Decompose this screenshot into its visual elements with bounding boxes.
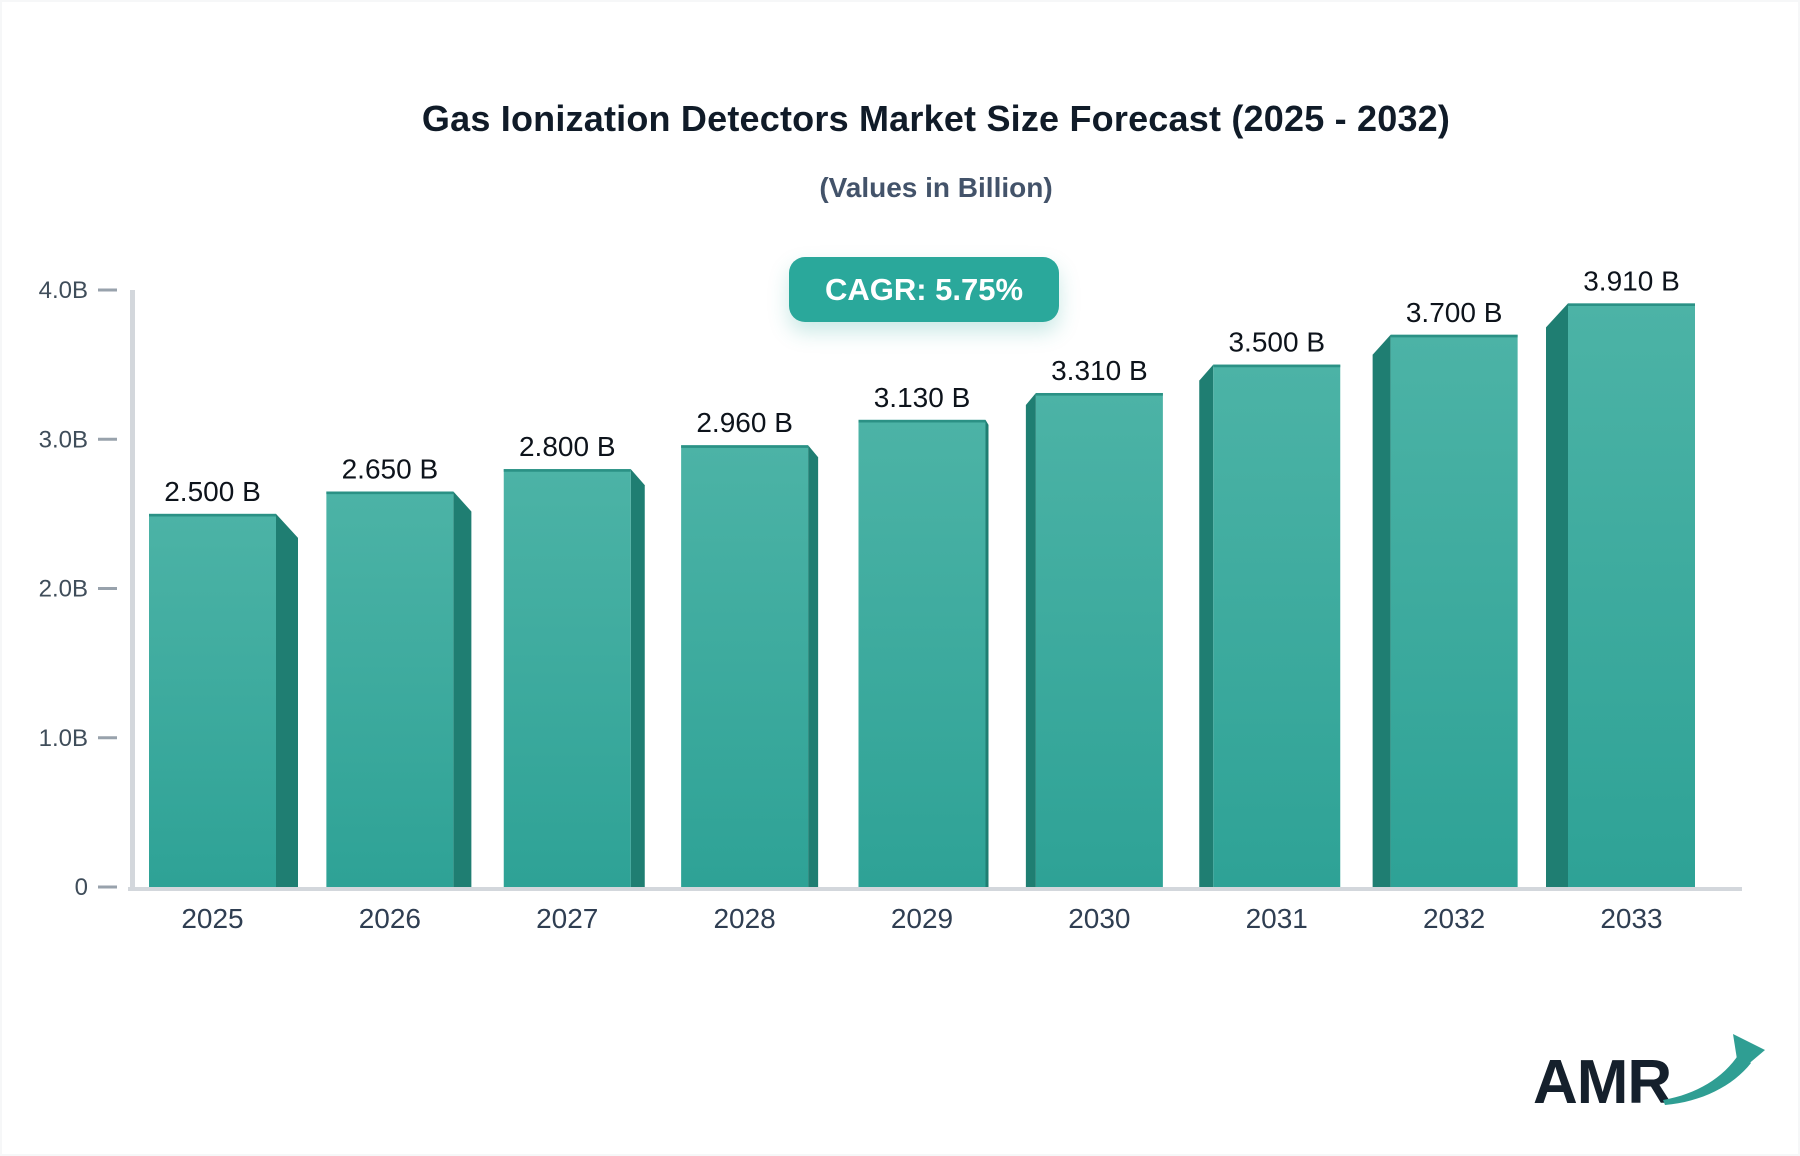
bar-2026-side xyxy=(453,491,472,887)
x-axis-label: 2032 xyxy=(1423,903,1485,934)
bar-2025 xyxy=(149,513,276,887)
bar-2030-side xyxy=(1025,392,1036,887)
y-axis-label: 1.0B xyxy=(39,725,88,752)
bar-value-label: 2.960 B xyxy=(696,407,793,438)
x-axis-label: 2028 xyxy=(713,903,775,934)
bar-2029-side xyxy=(985,419,989,887)
bar-2033 xyxy=(1568,303,1695,887)
bar-2031 xyxy=(1213,364,1341,887)
bar-2033-side xyxy=(1546,303,1568,887)
bar-2031-side xyxy=(1199,364,1214,887)
amr-logo: AMR xyxy=(1533,1030,1773,1114)
cagr-badge: CAGR: 5.75% xyxy=(789,257,1059,322)
x-axis-label: 2027 xyxy=(536,903,598,934)
x-axis-label: 2029 xyxy=(891,903,953,934)
bar-value-label: 3.910 B xyxy=(1583,265,1680,296)
bar-2028-side xyxy=(808,445,819,887)
bar-value-label: 3.700 B xyxy=(1406,297,1503,328)
x-axis-label: 2025 xyxy=(181,903,243,934)
chart-subtitle: (Values in Billion) xyxy=(819,172,1053,203)
y-axis-label: 2.0B xyxy=(39,576,88,603)
bar-2032 xyxy=(1390,334,1518,887)
logo-trend-arrow-icon xyxy=(1663,1034,1766,1105)
x-axis-label: 2031 xyxy=(1246,903,1308,934)
bar-2030 xyxy=(1035,392,1163,887)
bar-2029 xyxy=(858,419,986,887)
bar-value-label: 3.310 B xyxy=(1051,355,1148,386)
bar-2028 xyxy=(681,445,809,887)
bar-2027-side xyxy=(630,469,645,887)
y-axis-label: 4.0B xyxy=(39,277,88,304)
bar-value-label: 3.500 B xyxy=(1228,327,1325,358)
bar-value-label: 2.500 B xyxy=(164,476,261,507)
bar-2032-side xyxy=(1372,334,1391,887)
bar-2026 xyxy=(326,491,454,887)
bar-value-label: 2.650 B xyxy=(342,453,439,484)
y-axis-label: 3.0B xyxy=(39,426,88,453)
chart-title: Gas Ionization Detectors Market Size For… xyxy=(421,98,1451,139)
cagr-badge-label: CAGR: 5.75% xyxy=(824,271,1024,307)
bar-2027 xyxy=(503,469,631,887)
bar-value-label: 3.130 B xyxy=(874,382,971,413)
x-axis-label: 2026 xyxy=(359,903,421,934)
amr-logo-text: AMR xyxy=(1533,1048,1672,1117)
bar-value-label: 2.800 B xyxy=(519,431,616,462)
y-axis-label: 0 xyxy=(75,874,88,901)
x-axis-label: 2030 xyxy=(1068,903,1130,934)
x-axis-label: 2033 xyxy=(1600,903,1662,934)
bar-2025-side xyxy=(276,513,298,887)
